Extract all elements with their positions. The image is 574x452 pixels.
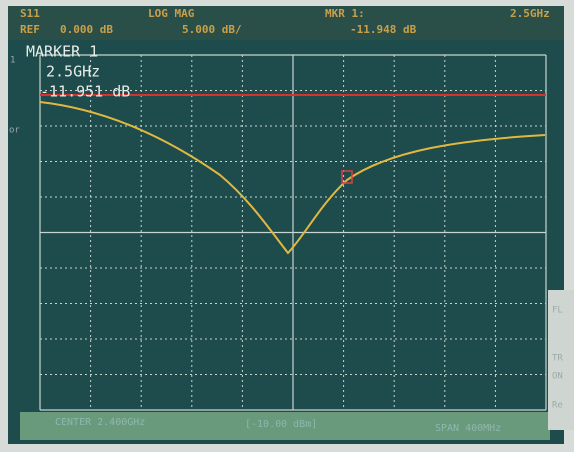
side-label: 1: [10, 56, 15, 66]
screen-photo: S11 LOG MAG MKR 1: 2.5GHz REF 0.000 dB 5…: [0, 0, 574, 452]
marker-freq: 2.5GHz: [46, 63, 100, 81]
marker-value: -11.951 dB: [40, 83, 130, 101]
ref-value: 0.000 dB: [60, 23, 113, 36]
side-label: or: [9, 126, 20, 136]
side-label: TR: [552, 354, 563, 364]
marker-title: MARKER 1: [26, 43, 98, 61]
format: LOG MAG: [148, 7, 195, 20]
side-label: ON: [552, 372, 563, 382]
ref-label: REF: [20, 23, 40, 36]
span: SPAN 400MHz: [435, 423, 501, 434]
center: CENTER 2.400GHz: [55, 417, 145, 428]
marker-label: MKR 1:: [325, 7, 365, 20]
channel: S11: [20, 7, 40, 20]
marker-freq: 2.5GHz: [510, 7, 550, 20]
power: [-10.00 dBm]: [245, 419, 317, 430]
side-label: FL: [552, 306, 563, 316]
side-label: Re: [552, 401, 563, 411]
scale: 5.000 dB/: [182, 23, 242, 36]
marker-value: -11.948 dB: [350, 23, 417, 36]
